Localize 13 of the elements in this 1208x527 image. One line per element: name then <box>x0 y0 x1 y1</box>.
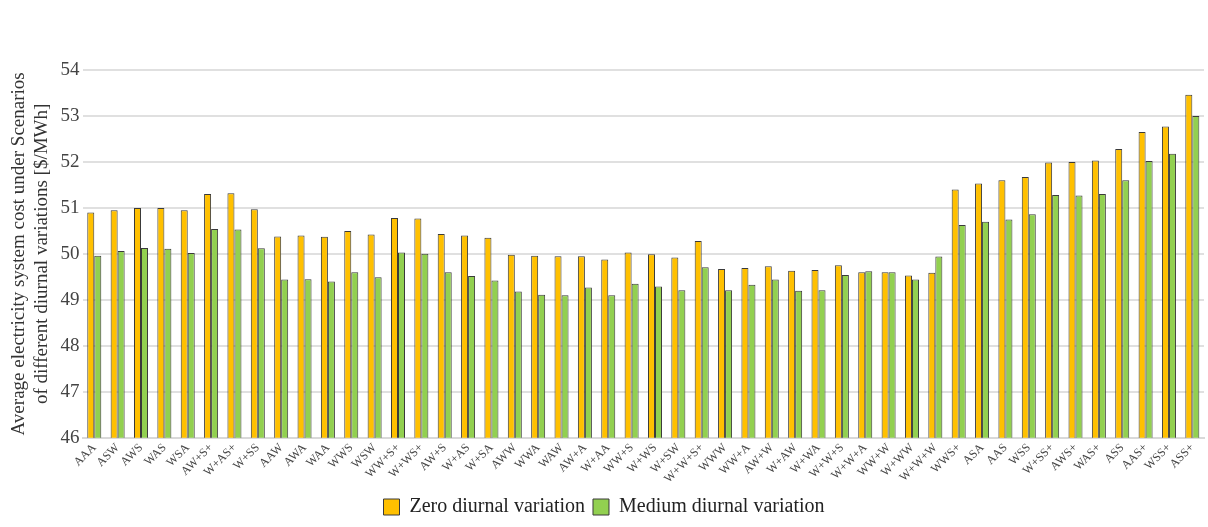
y-tick-label: 49 <box>60 287 80 309</box>
y-tick-label: 54 <box>60 57 81 79</box>
y-tick-label: 52 <box>60 149 80 171</box>
y-tick-label: 47 <box>60 379 80 401</box>
y-tick-label: 48 <box>60 333 80 355</box>
legend-label: Medium diurnal variation <box>618 494 825 517</box>
y-axis-title: Average electricity system cost under Scenarios of different diurnal variations [$/MWh] <box>7 72 52 436</box>
y-tick-label: 46 <box>60 425 80 447</box>
y-tick-label: 51 <box>60 195 80 217</box>
legend-label: Zero diurnal variation <box>409 494 585 517</box>
y-tick-label: 53 <box>60 103 80 125</box>
y-tick-label: 50 <box>60 241 80 263</box>
x-tick-label: ASA <box>959 440 987 468</box>
